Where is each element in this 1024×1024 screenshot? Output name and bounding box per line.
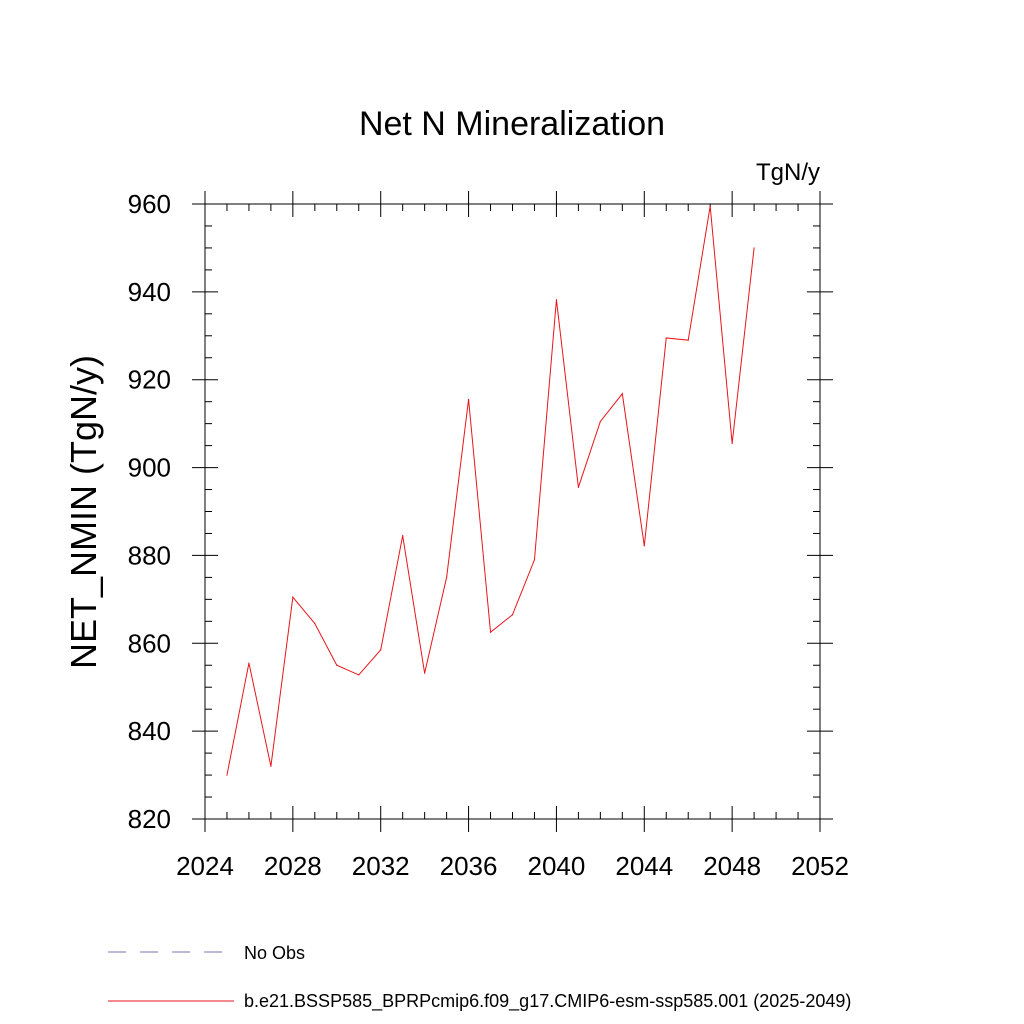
- legend-label-model: b.e21.BSSP585_BPRPcmip6.f09_g17.CMIP6-es…: [244, 991, 851, 1012]
- data-point: [555, 299, 558, 301]
- data-point: [336, 664, 338, 666]
- data-point: [643, 545, 645, 547]
- data-point: [665, 337, 667, 339]
- data-point: [687, 339, 689, 341]
- y-tick-label: 840: [128, 716, 171, 746]
- series-line-0: [226, 206, 755, 776]
- data-point: [489, 631, 492, 633]
- legend-label-no-obs: No Obs: [244, 943, 305, 963]
- data-point: [314, 622, 316, 625]
- data-point: [402, 535, 404, 537]
- x-tick-label: 2028: [264, 851, 322, 881]
- data-point: [533, 559, 536, 561]
- data-point: [731, 442, 733, 445]
- y-axis-label: NET_NMIN (TgN/y): [63, 355, 104, 669]
- units-label: TgN/y: [756, 159, 820, 186]
- data-point: [599, 420, 601, 423]
- data-point: [467, 398, 470, 401]
- x-tick-label: 2032: [352, 851, 410, 881]
- x-tick-label: 2036: [440, 851, 498, 881]
- y-tick-label: 940: [128, 277, 171, 307]
- data-point: [446, 576, 448, 578]
- data-point: [270, 765, 272, 767]
- data-point: [292, 596, 294, 598]
- axis-ticks: [192, 191, 833, 832]
- data-point: [358, 674, 360, 676]
- plot-frame: [204, 203, 821, 820]
- y-tick-label: 900: [128, 453, 171, 483]
- y-tick-label: 860: [128, 628, 171, 658]
- x-tick-label: 2024: [176, 851, 234, 881]
- x-tick-label: 2044: [615, 851, 673, 881]
- data-point: [753, 247, 755, 249]
- legend: No Obs b.e21.BSSP585_BPRPcmip6.f09_g17.C…: [108, 943, 851, 1012]
- data-point: [511, 614, 514, 616]
- data-point: [709, 205, 711, 207]
- y-tick-label: 920: [128, 365, 171, 395]
- y-tick-label: 960: [128, 189, 171, 219]
- data-point: [621, 393, 623, 395]
- data-point: [577, 486, 579, 488]
- tick-labels: 2024 2028 2032 2036 2040 2044 2048 2052 820 840 86…: [128, 189, 849, 881]
- plot-lines: [226, 205, 755, 776]
- chart-title: Net N Mineralization: [359, 105, 665, 143]
- data-point: [380, 649, 382, 651]
- data-point: [424, 672, 426, 674]
- x-tick-label: 2052: [791, 851, 849, 881]
- y-tick-label: 820: [128, 804, 171, 834]
- y-tick-label: 880: [128, 540, 171, 570]
- x-tick-label: 2040: [528, 851, 586, 881]
- data-point: [248, 662, 250, 664]
- data-point: [226, 774, 228, 776]
- x-tick-label: 2048: [703, 851, 761, 881]
